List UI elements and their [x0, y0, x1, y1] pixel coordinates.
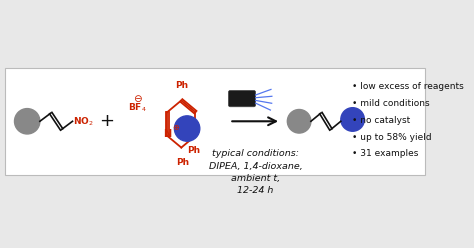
- Ellipse shape: [341, 108, 365, 131]
- Text: • no catalyst: • no catalyst: [352, 116, 410, 125]
- Text: Ph: Ph: [187, 146, 200, 155]
- Ellipse shape: [287, 110, 311, 133]
- Text: NO$_2$: NO$_2$: [73, 115, 94, 127]
- Text: • 31 examples: • 31 examples: [352, 149, 418, 158]
- Text: • low excess of reagents: • low excess of reagents: [352, 82, 464, 91]
- Text: • mild conditions: • mild conditions: [352, 99, 429, 108]
- Text: Ph: Ph: [176, 157, 190, 167]
- Ellipse shape: [15, 109, 40, 134]
- Text: ⊕: ⊕: [172, 123, 179, 132]
- Text: Ph: Ph: [175, 81, 188, 90]
- Text: N: N: [163, 129, 171, 139]
- FancyBboxPatch shape: [228, 91, 255, 107]
- Text: • up to 58% yield: • up to 58% yield: [352, 133, 431, 142]
- FancyBboxPatch shape: [5, 68, 425, 175]
- Text: BF$_4$: BF$_4$: [128, 101, 147, 114]
- Text: typical conditions:
DIPEA, 1,4-dioxane,
ambient t,
12-24 h: typical conditions: DIPEA, 1,4-dioxane, …: [209, 149, 302, 195]
- Text: +: +: [100, 112, 114, 130]
- Text: ⊖: ⊖: [133, 93, 142, 104]
- Ellipse shape: [174, 116, 200, 141]
